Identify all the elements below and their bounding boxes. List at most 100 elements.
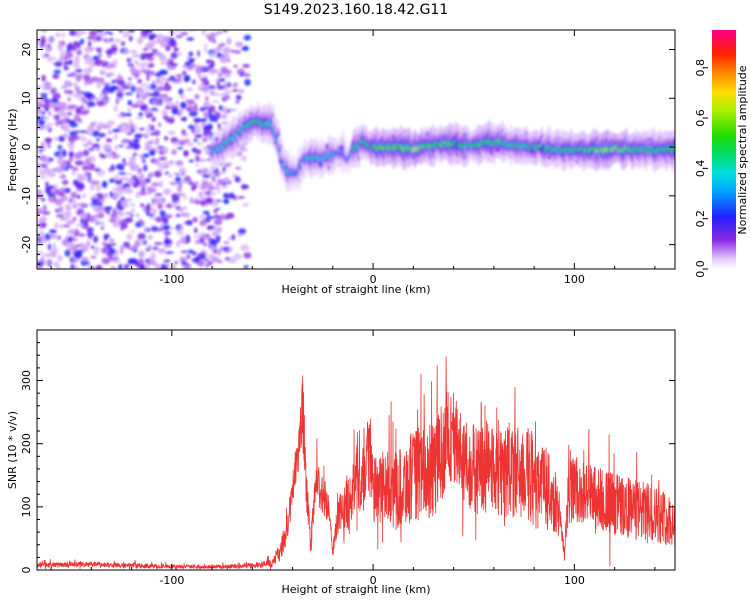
noise-blob [41, 74, 46, 82]
noise-blob [111, 242, 117, 246]
noise-blob [115, 216, 121, 224]
noise-blob [180, 31, 188, 36]
noise-blob [37, 107, 43, 115]
noise-blob [133, 164, 140, 168]
noise-blob [119, 245, 127, 249]
noise-blob [57, 235, 61, 240]
noise-blob [66, 60, 71, 65]
noise-blob [133, 243, 138, 250]
noise-blob [126, 132, 132, 136]
noise-blob [134, 133, 143, 139]
noise-blob [125, 81, 133, 87]
noise-blob [88, 40, 92, 48]
noise-blob [106, 54, 112, 58]
noise-blob [212, 191, 216, 196]
noise-blob [143, 240, 147, 245]
noise-blob [186, 104, 193, 108]
spectrogram-ytick-label: 20 [20, 43, 33, 57]
noise-blob [180, 117, 187, 121]
noise-blob [152, 100, 157, 105]
noise-blob [116, 75, 124, 81]
noise-blob [176, 240, 180, 248]
noise-blob [135, 213, 140, 218]
noise-blob [131, 207, 135, 213]
noise-blob [93, 235, 99, 243]
noise-blob [159, 156, 167, 161]
noise-blob [243, 34, 252, 41]
noise-blob [174, 177, 182, 182]
noise-blob [54, 107, 60, 112]
noise-blob [96, 100, 105, 107]
noise-blob [129, 57, 133, 61]
noise-blob [214, 110, 219, 118]
noise-blob [67, 236, 73, 243]
noise-blob [115, 163, 125, 170]
noise-blob [184, 179, 193, 184]
noise-blob [185, 234, 190, 241]
noise-blob [141, 64, 145, 69]
noise-blob [92, 195, 99, 199]
noise-blob [160, 69, 169, 75]
noise-blob [71, 167, 79, 171]
noise-blob [170, 137, 179, 144]
noise-blob [63, 187, 71, 194]
noise-blob [180, 250, 188, 254]
noise-blob [109, 248, 116, 255]
noise-blob [219, 170, 226, 175]
noise-blob [76, 49, 82, 56]
noise-blob [172, 263, 176, 269]
spectrogram-xtick-label: 100 [564, 273, 585, 286]
noise-blob [76, 188, 84, 192]
noise-blob [37, 162, 40, 170]
noise-blob [232, 194, 237, 200]
noise-blob [37, 119, 46, 126]
noise-blob [146, 91, 151, 97]
noise-blob [215, 226, 223, 233]
noise-blob [53, 261, 60, 267]
noise-blob [208, 52, 217, 58]
noise-blob [55, 115, 60, 121]
noise-blob [109, 190, 114, 198]
noise-blob [154, 51, 162, 57]
noise-blob [108, 218, 117, 223]
noise-blob [119, 200, 129, 206]
noise-blob [168, 174, 173, 178]
noise-blob [175, 99, 179, 107]
noise-blob [96, 79, 105, 84]
noise-blob [87, 101, 96, 107]
noise-blob [201, 178, 205, 185]
noise-blob [217, 187, 221, 194]
noise-blob [112, 51, 117, 55]
noise-blob [235, 100, 240, 104]
noise-blob [175, 160, 184, 166]
noise-blob [137, 79, 143, 84]
noise-blob [220, 245, 224, 252]
noise-blob [168, 58, 174, 66]
noise-blob [221, 184, 228, 189]
noise-blob [164, 263, 169, 266]
noise-blob [150, 149, 156, 156]
noise-blob [80, 135, 85, 143]
noise-blob [100, 205, 106, 209]
noise-blob [193, 138, 198, 142]
noise-blob [226, 37, 232, 45]
noise-blob [96, 137, 100, 142]
noise-blob [47, 143, 51, 149]
ridge-mark [671, 145, 675, 152]
noise-blob [213, 209, 218, 213]
noise-blob [202, 210, 210, 215]
noise-blob [73, 113, 80, 119]
noise-blob [135, 221, 142, 228]
noise-blob [138, 258, 145, 265]
noise-blob [208, 245, 216, 251]
noise-blob [67, 73, 74, 77]
noise-blob [90, 255, 97, 259]
ridge-halo [320, 164, 324, 167]
noise-blob [178, 226, 184, 231]
noise-blob [59, 118, 68, 124]
noise-blob [89, 97, 99, 101]
noise-blob [63, 89, 71, 94]
noise-blob [44, 168, 53, 175]
noise-blob [175, 34, 183, 39]
noise-blob [156, 227, 164, 232]
